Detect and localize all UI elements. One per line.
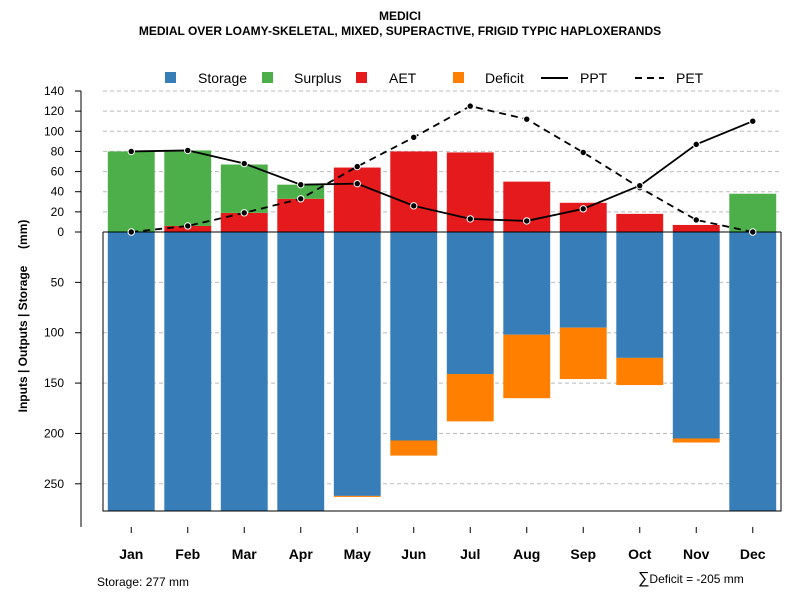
legend-label: Deficit (485, 70, 524, 86)
aet-bar (333, 167, 381, 232)
deficit-bar (446, 374, 494, 422)
ppt-point (466, 215, 474, 223)
sigma-symbol: ∑ (638, 570, 650, 587)
storage-total: Storage: 277 mm (97, 575, 190, 589)
legend-label: AET (389, 70, 417, 86)
legend-swatch (356, 72, 367, 83)
pet-line (131, 105, 753, 233)
storage-bar (503, 232, 551, 335)
y-tick-label: 140 (44, 84, 64, 98)
surplus-bar (729, 193, 777, 232)
deficit-total-label: Deficit = -205 mm (649, 572, 744, 586)
storage-bar (277, 232, 325, 511)
storage-bar (616, 232, 664, 358)
storage-bar (220, 232, 268, 511)
surplus-bar (164, 150, 212, 226)
pet-point (353, 162, 361, 171)
storage-bar (164, 232, 212, 511)
y-axis-label: Inputs | Outputs | Storage (mm) (16, 220, 30, 413)
pet-point (297, 195, 305, 203)
deficit-bar (333, 495, 381, 497)
pet-point (184, 222, 192, 230)
x-tick-label: Sep (570, 546, 596, 562)
pet-point (692, 216, 700, 224)
storage-bar (333, 232, 381, 496)
deficit-bar (616, 357, 664, 386)
legend-label: Surplus (294, 70, 341, 86)
legend-label: PPT (580, 70, 608, 86)
aet-bar (220, 212, 268, 232)
ppt-point (240, 159, 248, 168)
deficit-bar (559, 327, 607, 380)
pet-point (410, 133, 418, 142)
x-tick-label: Jan (119, 546, 143, 562)
ppt-point (749, 117, 757, 125)
pet-point (466, 102, 474, 110)
legend-label: Storage (198, 70, 247, 86)
x-tick-label: Dec (740, 546, 766, 562)
storage-bar (559, 232, 607, 328)
ppt-point (353, 179, 361, 188)
ppt-line (131, 120, 754, 222)
x-tick-label: Feb (175, 546, 200, 562)
legend-swatch (262, 72, 273, 83)
legend-label: PET (676, 70, 704, 86)
aet-bar (672, 224, 720, 232)
y-tick-label: 40 (51, 185, 65, 199)
ppt-point (184, 146, 192, 155)
storage-bar (729, 232, 777, 511)
ppt-point (523, 217, 531, 225)
y-tick-label: 80 (51, 144, 65, 158)
y-tick-label: 100 (44, 124, 64, 138)
x-tick-label: Jul (460, 546, 480, 562)
ppt-point (579, 205, 587, 213)
deficit-bar (390, 440, 438, 456)
legend-swatch (165, 72, 176, 83)
surplus-bar (277, 184, 325, 199)
aet-bar (390, 151, 438, 232)
ppt-point (692, 140, 700, 149)
pet-point (523, 115, 531, 123)
surplus-bar (220, 164, 268, 213)
aet-bar (277, 198, 325, 232)
surplus-bar (107, 151, 155, 232)
y-tick-label: 200 (44, 426, 64, 440)
x-tick-label: Aug (513, 546, 540, 562)
y-tick-label: 150 (44, 376, 64, 390)
x-tick-label: Apr (289, 546, 314, 562)
pet-point (127, 228, 135, 236)
pet-point (579, 148, 587, 157)
y-tick-label: 100 (44, 326, 64, 340)
y-tick-label: 0 (57, 225, 64, 239)
ppt-point (410, 202, 418, 210)
y-tick-label: 50 (51, 275, 65, 289)
deficit-bar (503, 334, 551, 399)
ppt-point (127, 147, 135, 156)
storage-frame (102, 232, 782, 512)
chart-title: MEDICI (379, 9, 421, 23)
deficit-total: ∑Deficit = -205 mm (638, 570, 744, 588)
aet-bar (616, 213, 664, 232)
pet-point (749, 228, 757, 236)
x-tick-label: Jun (401, 546, 426, 562)
ppt-point (636, 181, 644, 190)
x-tick-label: Nov (683, 546, 710, 562)
storage-bar (107, 232, 155, 511)
x-tick-label: Mar (232, 546, 257, 562)
pet-point (240, 209, 248, 217)
ppt-point (297, 180, 305, 189)
y-tick-label: 120 (44, 104, 64, 118)
deficit-bar (672, 438, 720, 443)
y-tick-label: 250 (44, 477, 64, 491)
storage-bar (446, 232, 494, 375)
storage-bar (672, 232, 720, 439)
y-tick-label: 60 (51, 165, 65, 179)
x-tick-label: Oct (628, 546, 652, 562)
legend-swatch (453, 72, 464, 83)
storage-bar (390, 232, 438, 441)
chart-subtitle: MEDIAL OVER LOAMY-SKELETAL, MIXED, SUPER… (138, 24, 662, 38)
y-tick-label: 20 (51, 205, 65, 219)
x-tick-label: May (344, 546, 371, 562)
